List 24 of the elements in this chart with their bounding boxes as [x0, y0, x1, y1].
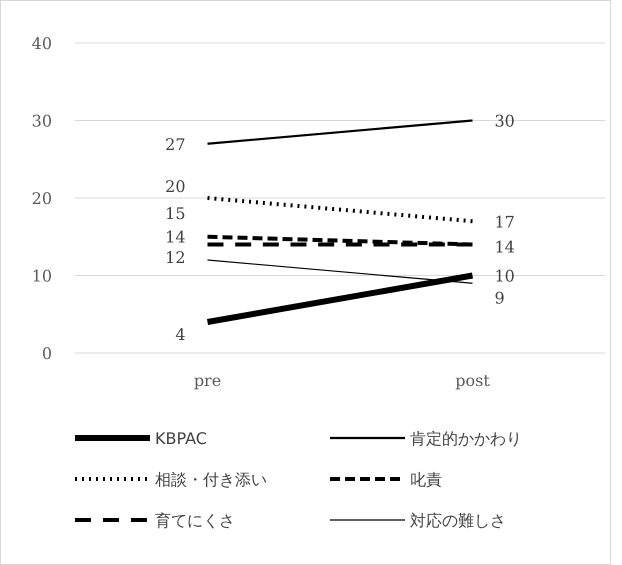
- y-tick-label: 0: [42, 344, 52, 363]
- legend-label: 相談・付き添い: [155, 470, 267, 489]
- data-label: 20: [165, 177, 186, 196]
- data-label: 27: [165, 134, 186, 154]
- data-label: 30: [494, 112, 515, 130]
- data-label: 15: [165, 204, 186, 223]
- x-tick-label: pre: [194, 371, 222, 390]
- legend-label: 叱責: [410, 470, 442, 489]
- legend-label: 肯定的かかわり: [410, 429, 522, 448]
- y-tick-label: 40: [32, 34, 52, 53]
- data-label: 17: [494, 212, 515, 232]
- data-label: 9: [494, 288, 505, 308]
- y-tick-label: 20: [32, 189, 52, 208]
- legend-label: 対応の難しさ: [410, 511, 506, 530]
- y-tick-label: 30: [32, 112, 52, 130]
- legend-label: KBPAC: [155, 429, 207, 448]
- data-label: 10: [494, 266, 515, 286]
- data-label: 4: [175, 325, 186, 344]
- data-label: 14: [494, 238, 515, 256]
- data-label: 14: [165, 228, 186, 246]
- data-label: 12: [165, 248, 186, 267]
- legend-label: 育てにくさ: [155, 511, 235, 530]
- x-tick-label: post: [455, 371, 490, 390]
- y-tick-label: 10: [32, 266, 52, 286]
